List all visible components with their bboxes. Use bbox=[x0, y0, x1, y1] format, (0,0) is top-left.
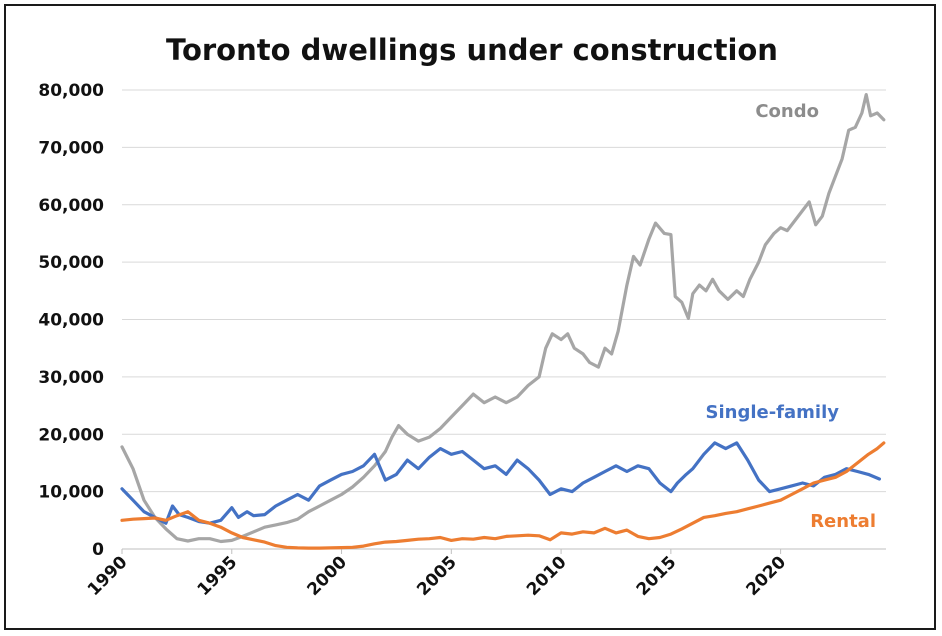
y-tick-label: 60,000 bbox=[38, 196, 104, 216]
y-tick-label: 50,000 bbox=[38, 253, 104, 273]
grid-lines bbox=[122, 89, 886, 550]
x-tick-label: 2020 bbox=[743, 552, 791, 600]
y-tick-label: 10,000 bbox=[38, 483, 104, 503]
y-axis: 0 10,000 20,000 30,000 40,000 50,000 60,000 70,… bbox=[38, 81, 104, 560]
series-label-single-family: Single-family bbox=[706, 402, 840, 423]
y-tick-label: 0 bbox=[92, 540, 104, 560]
chart-frame: Toronto dwellings under construction 0 10… bbox=[4, 4, 936, 630]
x-tick-label: 2000 bbox=[303, 552, 351, 600]
x-tick-label: 2015 bbox=[633, 552, 681, 600]
x-tick-label: 1990 bbox=[84, 552, 132, 600]
line-chart: Toronto dwellings under construction 0 10… bbox=[38, 33, 886, 600]
x-tick-label: 2010 bbox=[523, 552, 571, 600]
x-tick-label: 1995 bbox=[194, 552, 242, 600]
series-label-rental: Rental bbox=[810, 511, 876, 532]
y-tick-label: 30,000 bbox=[38, 368, 104, 388]
y-tick-label: 20,000 bbox=[38, 425, 104, 445]
series-line-rental bbox=[120, 441, 886, 550]
series-line-single-family bbox=[120, 441, 882, 525]
series-lines bbox=[120, 92, 886, 550]
y-tick-label: 40,000 bbox=[38, 311, 104, 331]
x-axis: 1990 1995 2000 2005 2010 2015 2020 bbox=[84, 548, 886, 600]
series-line-condo bbox=[120, 92, 886, 544]
y-tick-label: 80,000 bbox=[38, 81, 104, 101]
chart-title: Toronto dwellings under construction bbox=[166, 33, 778, 67]
x-tick-label: 2005 bbox=[413, 552, 461, 600]
y-tick-label: 70,000 bbox=[38, 138, 104, 158]
series-label-condo: Condo bbox=[755, 101, 819, 122]
